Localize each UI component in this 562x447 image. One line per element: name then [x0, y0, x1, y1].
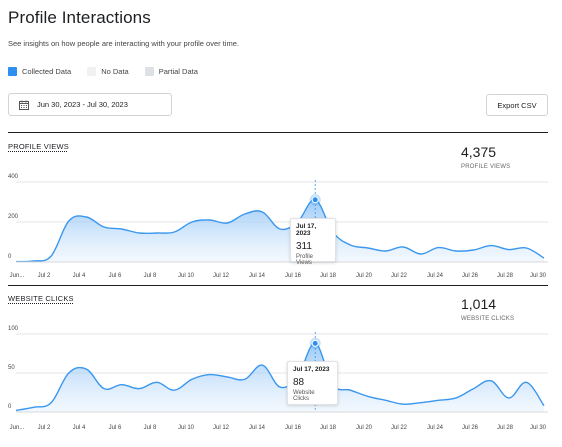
export-csv-button[interactable]: Export CSV — [486, 94, 548, 116]
tooltip-label: Profile Views — [296, 254, 314, 266]
tooltip-value: 311 — [296, 241, 312, 252]
x-tick-label: Jul 18 — [320, 273, 337, 279]
section-divider — [8, 132, 548, 133]
x-tick-label: Jul 2 — [38, 273, 51, 279]
partial-swatch — [144, 67, 154, 76]
x-tick-label: Jul 26 — [462, 425, 479, 431]
calendar-icon — [19, 100, 29, 110]
x-tick-label: Jul 30 — [530, 273, 547, 279]
tooltip-date: Jul 17, 2023 — [293, 366, 330, 373]
legend-no-data-label: No Data — [101, 67, 129, 76]
x-tick-label: Jul 4 — [73, 273, 86, 279]
y-tick-label: 50 — [8, 365, 15, 371]
y-tick-label: 100 — [8, 326, 19, 332]
x-tick-label: Jul 6 — [109, 425, 122, 431]
x-tick-label: Jul 12 — [213, 425, 230, 431]
x-tick-label: Jul 20 — [356, 425, 373, 431]
profile-views-title[interactable]: PROFILE VIEWS — [8, 142, 69, 151]
x-tick-label: Jul 14 — [249, 425, 266, 431]
area-fill — [16, 343, 544, 412]
x-tick-label: Jul 26 — [462, 273, 479, 279]
legend-collected: Collected Data — [8, 67, 71, 76]
x-tick-label: Jul 8 — [144, 273, 157, 279]
y-tick-label: 0 — [8, 254, 12, 260]
x-tick-label: Jul 18 — [320, 425, 337, 431]
no-data-swatch — [87, 67, 97, 76]
x-tick-label: Jul 10 — [178, 425, 195, 431]
date-range-picker[interactable]: Jun 30, 2023 - Jul 30, 2023 — [8, 93, 172, 116]
area-fill — [16, 199, 544, 262]
legend-partial: Partial Data — [144, 67, 198, 76]
website-clicks-total: 1,014 — [461, 296, 497, 312]
series-line — [15, 199, 545, 263]
x-tick-label: Jul 2 — [38, 425, 51, 431]
x-tick-label: Jul 30 — [530, 425, 547, 431]
profile-views-total-label: PROFILE VIEWS — [461, 164, 511, 170]
x-tick-label: Jul 14 — [249, 273, 266, 279]
x-tick-label: Jul 6 — [109, 273, 122, 279]
x-tick-label: Jul 4 — [73, 425, 86, 431]
x-tick-label: Jun... — [10, 273, 25, 279]
data-point[interactable] — [311, 196, 319, 204]
website-clicks-title[interactable]: WEBSITE CLICKS — [8, 294, 74, 303]
section-divider — [8, 285, 548, 286]
profile-views-tooltip: Jul 17, 2023 311 Profile Views — [290, 218, 336, 266]
data-point[interactable] — [311, 339, 319, 347]
collected-swatch — [8, 67, 17, 76]
tooltip-date: Jul 17, 2023 — [296, 223, 317, 237]
x-tick-label: Jul 22 — [391, 425, 408, 431]
tooltip-value: 88 — [293, 377, 305, 388]
legend-collected-label: Collected Data — [22, 67, 72, 76]
profile-views-total: 4,375 — [461, 144, 497, 160]
tooltip-label: Website Clicks — [293, 390, 315, 402]
x-tick-label: Jul 24 — [427, 273, 444, 279]
legend: Collected Data No Data Partial Data — [8, 67, 214, 76]
page-title: Profile Interactions — [8, 8, 151, 27]
legend-no-data: No Data — [87, 67, 129, 76]
page-subtitle: See insights on how people are interacti… — [8, 39, 239, 48]
x-tick-label: Jul 24 — [427, 425, 444, 431]
y-tick-label: 0 — [8, 404, 12, 410]
website-clicks-chart[interactable]: 0 50 100 Jun... Jul 2 Jul 4 Jul 6 Jul 8 Jul 10 Ju… — [0, 322, 562, 436]
x-tick-label: Jul 22 — [391, 273, 408, 279]
website-clicks-tooltip: Jul 17, 2023 88 Website Clicks — [287, 361, 338, 405]
legend-partial-label: Partial Data — [158, 67, 198, 76]
x-tick-label: Jul 28 — [497, 273, 514, 279]
x-tick-label: Jun... — [10, 425, 25, 431]
x-tick-label: Jul 20 — [356, 273, 373, 279]
x-tick-label: Jul 16 — [285, 273, 302, 279]
website-clicks-total-label: WEBSITE CLICKS — [461, 316, 515, 322]
x-tick-label: Jul 16 — [285, 425, 302, 431]
x-tick-label: Jul 28 — [497, 425, 514, 431]
x-tick-label: Jul 10 — [178, 273, 195, 279]
series-line — [15, 342, 545, 412]
x-tick-label: Jul 12 — [213, 273, 230, 279]
y-tick-label: 200 — [8, 214, 19, 220]
x-tick-label: Jul 8 — [144, 425, 157, 431]
date-range-text: Jun 30, 2023 - Jul 30, 2023 — [37, 100, 128, 109]
y-tick-label: 400 — [8, 174, 19, 180]
profile-views-chart[interactable]: 0 200 400 Jun... Jul 2 Jul 4 Jul 6 Jul 8 Jul 10 J… — [0, 170, 562, 285]
